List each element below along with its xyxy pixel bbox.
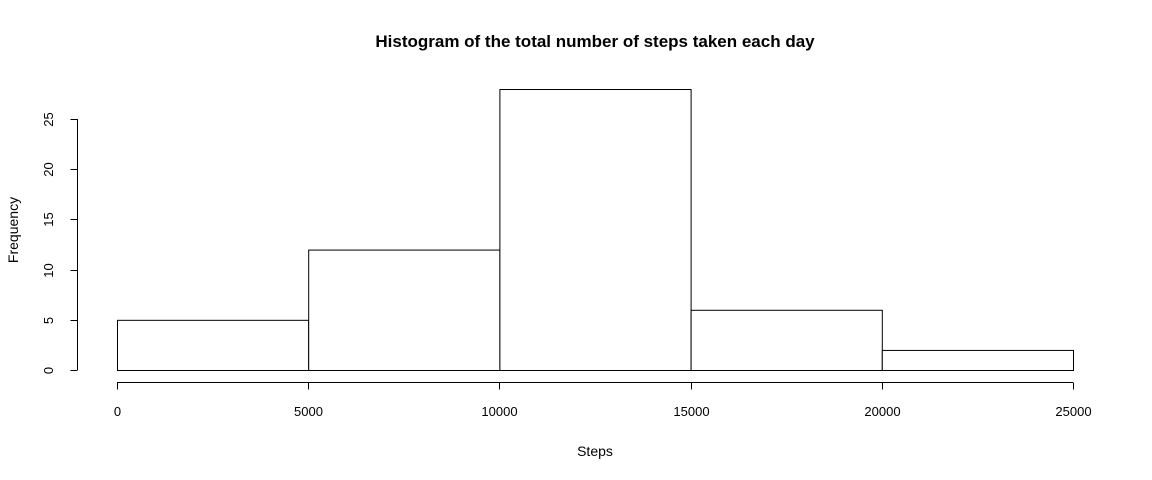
histogram-bar-3 bbox=[690, 309, 883, 371]
y-axis: 0 5 10 15 20 25 bbox=[41, 112, 78, 374]
x-axis: 0 5000 10000 15000 20000 25000 bbox=[114, 382, 1092, 419]
y-tick-label: 15 bbox=[41, 212, 56, 226]
x-tick-label: 20000 bbox=[864, 404, 900, 419]
chart-title: Histogram of the total number of steps t… bbox=[375, 32, 815, 51]
histogram-bar-4 bbox=[881, 349, 1074, 371]
y-tick-label: 25 bbox=[41, 112, 56, 126]
y-axis-label: Frequency bbox=[5, 197, 21, 263]
x-tick-label: 25000 bbox=[1055, 404, 1091, 419]
bars-group bbox=[117, 89, 1074, 372]
x-tick-label: 5000 bbox=[294, 404, 323, 419]
y-tick-label: 0 bbox=[41, 367, 56, 374]
x-tick-label: 15000 bbox=[673, 404, 709, 419]
x-axis-label: Steps bbox=[577, 443, 613, 459]
y-tick-label: 5 bbox=[41, 317, 56, 324]
histogram-bar-2 bbox=[499, 89, 692, 371]
x-tick-label: 0 bbox=[114, 404, 121, 419]
histogram-bar-0 bbox=[117, 319, 310, 372]
x-tick-label: 10000 bbox=[481, 404, 517, 419]
y-tick-label: 20 bbox=[41, 162, 56, 176]
histogram-bar-1 bbox=[308, 249, 501, 371]
y-tick-label: 10 bbox=[41, 263, 56, 277]
